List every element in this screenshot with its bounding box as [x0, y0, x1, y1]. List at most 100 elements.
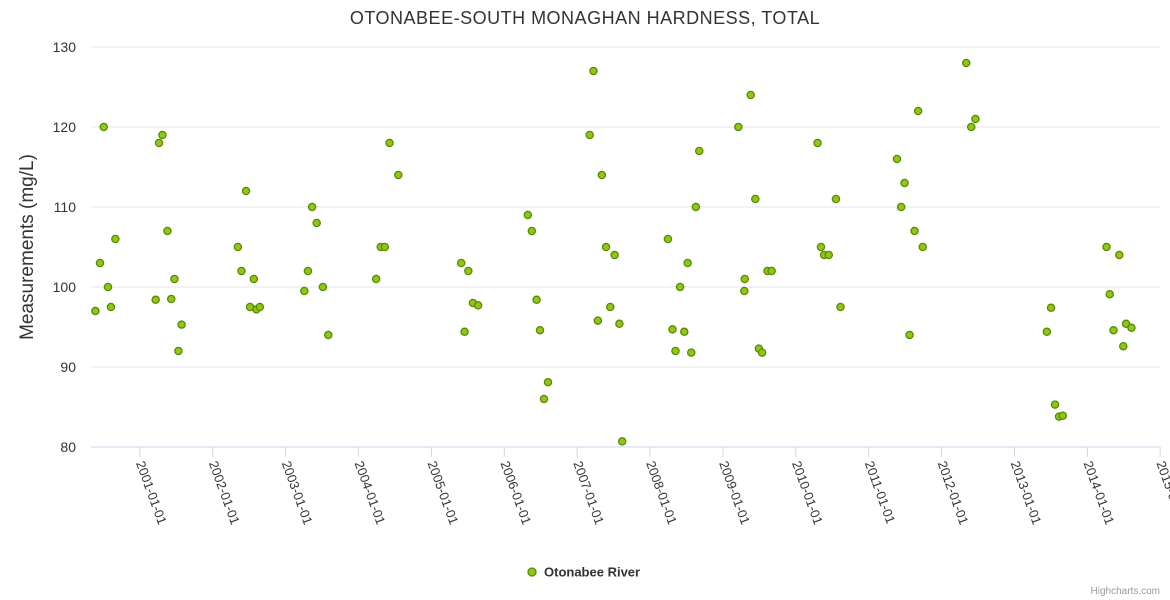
x-tick-label: 2003-01-01 [279, 459, 316, 527]
data-point[interactable] [380, 242, 389, 252]
data-point[interactable] [91, 306, 100, 316]
data-point[interactable] [233, 242, 243, 252]
data-point[interactable] [593, 316, 603, 325]
data-point[interactable] [683, 258, 692, 268]
data-point[interactable] [905, 330, 914, 340]
legend-marker[interactable] [527, 567, 537, 577]
x-tick-label: 2013-01-01 [1008, 459, 1045, 527]
data-point[interactable] [734, 122, 743, 132]
data-point[interactable] [675, 282, 685, 292]
data-point[interactable] [910, 226, 919, 236]
data-point[interactable] [385, 138, 394, 148]
data-point[interactable] [312, 218, 321, 228]
data-point[interactable] [1115, 250, 1124, 260]
data-point[interactable] [1058, 411, 1068, 421]
data-point[interactable] [671, 346, 680, 356]
data-point[interactable] [966, 122, 976, 132]
data-point[interactable] [831, 194, 841, 204]
data-point[interactable] [1119, 341, 1128, 351]
data-point[interactable] [767, 266, 776, 276]
data-point[interactable] [687, 348, 696, 357]
data-point[interactable] [892, 154, 902, 164]
data-point[interactable] [111, 234, 120, 244]
data-point[interactable] [473, 301, 483, 310]
data-point[interactable] [691, 202, 701, 212]
data-point[interactable] [585, 130, 594, 140]
data-point[interactable] [300, 286, 309, 296]
data-point[interactable] [816, 242, 826, 252]
data-point[interactable] [694, 146, 704, 156]
data-point[interactable] [605, 302, 615, 312]
data-point[interactable] [241, 186, 251, 196]
legend[interactable]: Otonabee River [527, 565, 640, 580]
data-point[interactable] [532, 295, 541, 305]
data-point[interactable] [318, 282, 328, 292]
x-tick-label: 2002-01-01 [206, 459, 243, 527]
data-point[interactable] [371, 274, 381, 284]
data-point[interactable] [961, 58, 971, 68]
data-point[interactable] [896, 202, 906, 212]
y-tick-label: 100 [53, 279, 77, 295]
data-point[interactable] [824, 250, 833, 260]
data-point[interactable] [95, 258, 105, 268]
data-points[interactable] [91, 58, 1136, 446]
data-point[interactable] [154, 138, 164, 148]
data-point[interactable] [663, 234, 673, 244]
data-point[interactable] [597, 170, 607, 180]
data-point[interactable] [166, 294, 176, 304]
data-point[interactable] [460, 327, 469, 337]
data-point[interactable] [615, 319, 624, 329]
legend-item-otonabee-river[interactable]: Otonabee River [544, 565, 640, 580]
data-point[interactable] [1127, 323, 1136, 333]
data-point[interactable] [456, 258, 466, 268]
data-point[interactable] [307, 202, 317, 212]
data-point[interactable] [237, 266, 246, 276]
data-point[interactable] [170, 274, 179, 284]
data-point[interactable] [751, 194, 760, 204]
data-point[interactable] [303, 266, 313, 276]
data-point[interactable] [1046, 303, 1056, 313]
data-point[interactable] [535, 325, 545, 335]
data-point[interactable] [151, 295, 160, 305]
data-point[interactable] [539, 394, 549, 404]
data-point[interactable] [1102, 242, 1111, 252]
data-point[interactable] [836, 302, 845, 312]
data-point[interactable] [174, 346, 183, 356]
data-point[interactable] [394, 170, 403, 180]
data-point[interactable] [527, 226, 537, 236]
data-point[interactable] [740, 274, 749, 284]
data-point[interactable] [617, 437, 627, 446]
data-point[interactable] [1105, 289, 1114, 299]
x-tick-label: 2014-01-01 [1081, 459, 1118, 527]
data-point[interactable] [601, 242, 611, 252]
y-tick-label: 90 [60, 359, 76, 375]
data-point[interactable] [1042, 327, 1052, 337]
data-point[interactable] [249, 274, 259, 284]
data-point[interactable] [900, 178, 909, 188]
credits-link[interactable]: Highcharts.com [1091, 586, 1160, 597]
data-point[interactable] [913, 106, 923, 116]
data-point[interactable] [324, 330, 333, 340]
data-point[interactable] [813, 138, 822, 148]
data-point[interactable] [464, 266, 473, 276]
data-point[interactable] [1050, 400, 1060, 409]
data-point[interactable] [103, 282, 113, 292]
data-point[interactable] [757, 348, 767, 357]
data-point[interactable] [543, 377, 553, 387]
data-point[interactable] [668, 325, 677, 334]
data-point[interactable] [589, 66, 598, 76]
data-point[interactable] [177, 320, 186, 329]
data-point[interactable] [106, 302, 116, 312]
data-point[interactable] [918, 242, 927, 252]
data-point[interactable] [746, 90, 755, 100]
data-point[interactable] [1109, 325, 1118, 335]
data-point[interactable] [158, 130, 167, 140]
data-point[interactable] [610, 250, 619, 260]
data-point[interactable] [680, 327, 689, 337]
data-point[interactable] [99, 122, 109, 132]
data-point[interactable] [255, 302, 265, 312]
data-point[interactable] [740, 286, 749, 296]
data-point[interactable] [971, 114, 980, 124]
data-point[interactable] [523, 210, 533, 220]
data-point[interactable] [163, 226, 172, 236]
